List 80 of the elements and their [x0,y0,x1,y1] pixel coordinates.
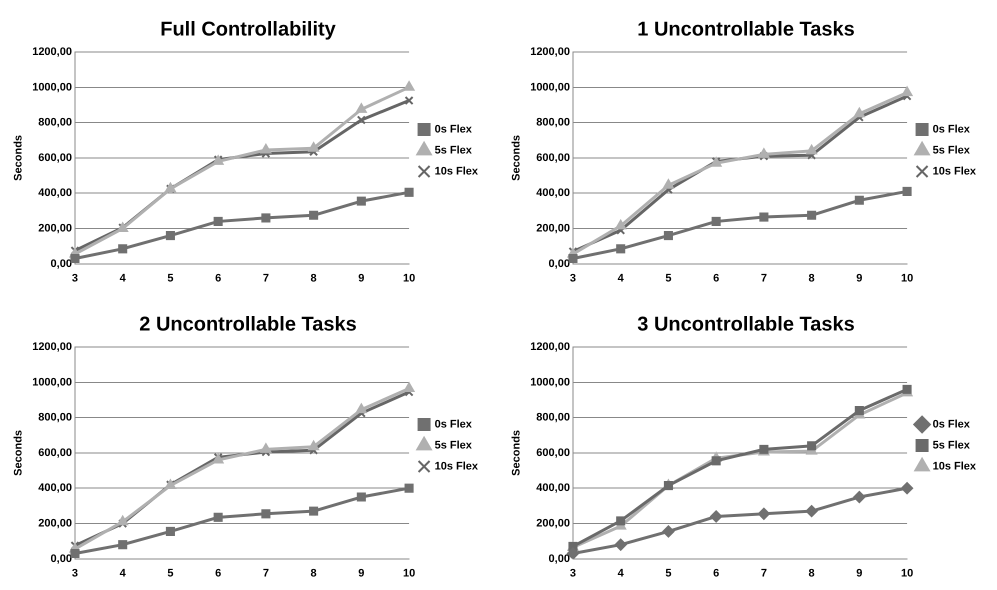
x-tick-label: 3 [570,567,576,580]
x-tick-label: 9 [856,567,862,580]
x-tick-label: 4 [120,272,127,284]
legend-label: 10s Flex [434,460,479,473]
legend-label: 0s Flex [434,124,473,136]
x-tick-label: 5 [665,567,672,580]
legend-label: 10s Flex [932,166,977,178]
x-tick-label: 6 [713,567,720,580]
x-tick-label: 5 [665,272,672,284]
y-tick-label: 1000,00 [530,81,570,94]
x-tick-label: 9 [358,567,364,580]
y-tick-label: 0,00 [548,258,570,270]
legend-label: 0s Flex [434,418,473,431]
y-tick-label: 600,00 [536,152,570,164]
y-tick-label: 600,00 [38,152,72,164]
y-tick-label: 600,00 [536,446,570,459]
x-tick-label: 5 [167,567,174,580]
chart-title: 2 Uncontrollable Tasks [139,314,357,336]
y-tick-label: 800,00 [38,412,72,424]
y-axis-title: Seconds [12,430,25,476]
y-axis-title: Seconds [510,430,523,476]
legend-label: 10s Flex [434,166,479,178]
legend-label: 10s Flex [932,460,977,473]
y-tick-label: 200,00 [536,518,570,530]
y-tick-label: 800,00 [536,116,570,129]
x-tick-label: 9 [358,272,364,284]
y-tick-label: 400,00 [38,187,72,200]
x-tick-label: 8 [310,567,317,580]
y-tick-label: 200,00 [536,222,570,235]
y-tick-label: 1000,00 [32,81,72,94]
y-tick-label: 400,00 [536,187,570,200]
x-tick-label: 3 [72,272,78,284]
y-tick-label: 800,00 [38,116,72,129]
y-tick-label: 200,00 [38,222,72,235]
y-tick-label: 600,00 [38,446,72,459]
x-tick-label: 3 [72,567,78,580]
y-tick-label: 400,00 [536,482,570,494]
x-tick-label: 10 [402,567,416,580]
y-tick-label: 400,00 [38,482,72,494]
x-tick-label: 7 [262,567,269,580]
legend-label: 5s Flex [434,144,473,157]
x-tick-label: 8 [310,272,317,284]
x-tick-label: 10 [900,567,914,580]
x-tick-label: 8 [808,567,815,580]
legend-label: 0s Flex [932,124,971,136]
x-tick-label: 6 [215,272,222,284]
y-tick-label: 0,00 [548,552,570,565]
x-tick-label: 7 [760,567,767,580]
y-tick-label: 1200,00 [32,341,72,354]
x-tick-label: 4 [618,272,625,284]
chart-title: 1 Uncontrollable Tasks [637,18,855,41]
x-tick-label: 10 [900,272,914,284]
y-tick-label: 1000,00 [32,376,72,388]
legend-label: 5s Flex [434,440,473,452]
y-axis-title: Seconds [510,134,523,181]
y-tick-label: 0,00 [50,552,72,565]
x-tick-label: 4 [120,567,127,580]
x-tick-label: 6 [713,272,720,284]
y-tick-label: 1200,00 [530,341,570,354]
x-tick-label: 5 [167,272,174,284]
y-tick-label: 1000,00 [530,376,570,388]
y-tick-label: 1200,00 [32,46,72,58]
x-tick-label: 6 [215,567,222,580]
chart-title: 3 Uncontrollable Tasks [637,314,855,336]
legend-label: 0s Flex [932,418,971,431]
legend-label: 5s Flex [932,440,971,452]
x-tick-label: 7 [262,272,269,284]
y-tick-label: 0,00 [50,258,72,270]
x-tick-label: 3 [570,272,576,284]
y-tick-label: 1200,00 [530,46,570,58]
y-axis-title: Seconds [12,134,25,181]
legend-label: 5s Flex [932,144,971,157]
y-tick-label: 800,00 [536,412,570,424]
x-tick-label: 10 [402,272,416,284]
x-tick-label: 4 [618,567,625,580]
y-tick-label: 200,00 [38,518,72,530]
chart-title: Full Controllability [160,18,337,41]
x-tick-label: 7 [760,272,767,284]
x-tick-label: 9 [856,272,862,284]
x-tick-label: 8 [808,272,815,284]
